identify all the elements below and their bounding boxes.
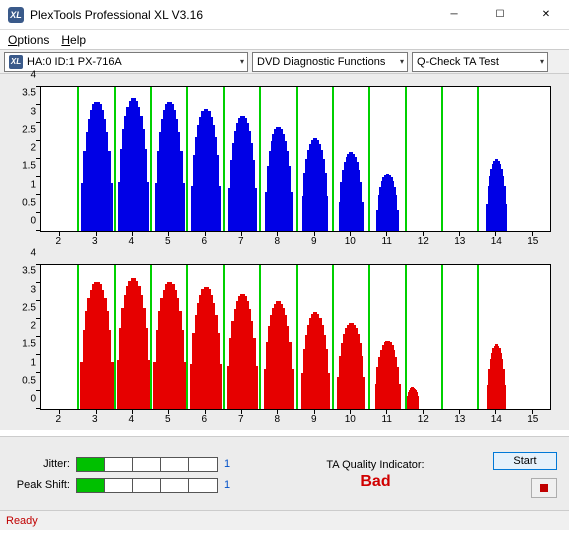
y-axis: 00.511.522.533.54 <box>10 86 38 232</box>
status-text: Ready <box>6 515 38 527</box>
chevron-down-icon: ▾ <box>400 57 404 66</box>
menubar: Options Help <box>0 30 569 50</box>
chart-top: 00.511.522.533.54 23456789101112131415 <box>10 80 559 252</box>
peak-bar <box>76 478 218 493</box>
function-select[interactable]: DVD Diagnostic Functions ▾ <box>252 52 408 72</box>
quality-indicator: TA Quality Indicator: Bad <box>258 459 493 491</box>
chart-bottom: 00.511.522.533.54 23456789101112131415 <box>10 258 559 430</box>
bottom-panel: Jitter: 1 Peak Shift: 1 TA Quality Indic… <box>0 436 569 510</box>
app-icon: XL <box>8 7 24 23</box>
test-select-label: Q-Check TA Test <box>417 56 499 68</box>
menu-help[interactable]: Help <box>61 33 86 47</box>
plot-area <box>40 264 551 410</box>
chevron-down-icon: ▾ <box>240 57 244 66</box>
chart-area: 00.511.522.533.54 23456789101112131415 0… <box>0 74 569 430</box>
stop-button[interactable] <box>531 478 557 498</box>
x-axis: 23456789101112131415 <box>40 412 551 430</box>
quality-label: TA Quality Indicator: <box>326 459 424 471</box>
quality-value: Bad <box>360 473 390 491</box>
minimize-button[interactable]: ─ <box>431 0 477 30</box>
button-group: Start <box>493 452 557 498</box>
drive-icon: XL <box>9 55 23 69</box>
jitter-value: 1 <box>224 458 238 470</box>
test-select[interactable]: Q-Check TA Test ▾ <box>412 52 548 72</box>
window-buttons: ─ ☐ ✕ <box>431 0 569 30</box>
drive-select[interactable]: XL HA:0 ID:1 PX-716A ▾ <box>4 52 248 72</box>
peak-label: Peak Shift: <box>12 479 70 491</box>
x-axis: 23456789101112131415 <box>40 234 551 252</box>
function-select-label: DVD Diagnostic Functions <box>257 56 385 68</box>
y-axis: 00.511.522.533.54 <box>10 264 38 410</box>
peak-value: 1 <box>224 479 238 491</box>
chevron-down-icon: ▾ <box>540 57 544 66</box>
maximize-button[interactable]: ☐ <box>477 0 523 30</box>
titlebar: XL PlexTools Professional XL V3.16 ─ ☐ ✕ <box>0 0 569 30</box>
peak-metric: Peak Shift: 1 <box>12 478 238 493</box>
jitter-bar <box>76 457 218 472</box>
jitter-metric: Jitter: 1 <box>12 457 238 472</box>
toolbar: XL HA:0 ID:1 PX-716A ▾ DVD Diagnostic Fu… <box>0 50 569 74</box>
start-button[interactable]: Start <box>493 452 557 470</box>
metrics: Jitter: 1 Peak Shift: 1 <box>12 457 238 493</box>
plot-area <box>40 86 551 232</box>
statusbar: Ready <box>0 510 569 530</box>
close-button[interactable]: ✕ <box>523 0 569 30</box>
menu-options[interactable]: Options <box>8 33 49 47</box>
window-title: PlexTools Professional XL V3.16 <box>30 8 431 22</box>
drive-select-label: HA:0 ID:1 PX-716A <box>27 56 122 68</box>
jitter-label: Jitter: <box>12 458 70 470</box>
stop-icon <box>540 484 548 492</box>
